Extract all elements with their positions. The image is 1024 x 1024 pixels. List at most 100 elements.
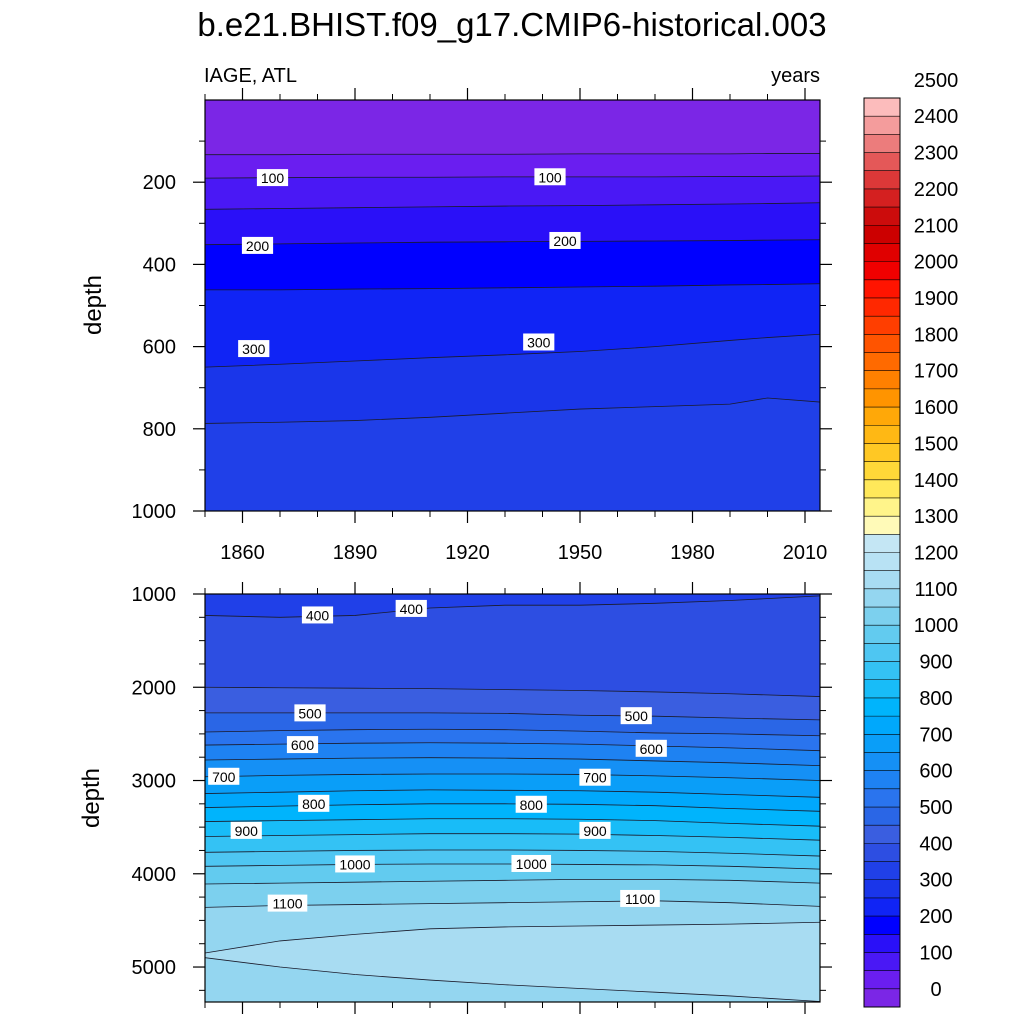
colorbar-swatch [864,188,900,208]
colorbar-swatch [864,916,900,935]
contour-label-text: 200 [246,238,270,254]
contour-label: 800 [298,794,330,812]
colorbar-swatch [864,716,900,735]
upper-ylabel: depth [80,275,107,335]
contour-label: 1100 [620,889,660,907]
contour-label-text: 400 [306,607,330,623]
colorbar-swatch [864,879,900,899]
contour-label-text: 500 [298,705,322,721]
colorbar-swatch [864,116,900,135]
contour-label: 600 [635,739,667,757]
colorbar-label: 2100 [914,215,959,237]
contour-label-text: 800 [302,796,326,812]
colorbar-label: 2500 [914,70,959,92]
colorbar-label: 900 [919,652,952,674]
colorbar-swatch [864,98,900,117]
colorbar-swatch [864,497,900,517]
colorbar-swatch [864,807,900,826]
colorbar-label: 300 [919,870,952,892]
contour-label: 300 [238,340,270,358]
contour-line-900 [205,833,820,841]
contour-label-text: 100 [261,170,285,186]
upper-depth-panel: 100 100 200 200 300 300 200 400 600 800 1000 1860 18… [132,88,832,564]
contour-label-text: 300 [527,334,551,350]
colorbar-label: 200 [919,906,952,928]
colorbar-swatch [864,825,900,844]
colorbar-label: 500 [919,797,952,819]
lower-ylabel: depth [78,768,105,828]
y-tick-label: 3000 [132,771,177,793]
contour-label-text: 1100 [272,896,302,912]
contour-line-750 [205,789,820,798]
units-label: years [771,65,820,87]
y-tick-label: 2000 [132,677,177,699]
colorbar-label: 1700 [914,361,959,383]
colorbar-swatch [864,897,900,917]
y-tick-label: 400 [143,254,176,276]
contour-label: 600 [286,736,319,754]
colorbar-swatch [864,934,900,953]
colorbar-swatch [864,370,900,390]
y-tick-label: 1000 [132,501,177,523]
axes: 200 400 600 800 1000 1860 1890 1920 1950 1980 2010 [132,88,832,564]
colorbar: 0 100 200 300 400 500 600 700 800 900 1000 1100 1200… [863,70,959,1008]
contour-line-850 [205,818,820,827]
contour-label-text: 600 [640,741,664,757]
contour-label-text: 800 [520,797,544,813]
colorbar-label: 1500 [914,433,959,455]
x-tick-label: 1980 [670,542,715,564]
contour-label-text: 700 [583,770,607,786]
contour-label: 400 [301,606,334,624]
x-tick-label: 1950 [558,542,603,564]
x-tick-label: 1920 [445,542,490,564]
colorbar-label: 0 [930,979,941,1001]
contour-label-text: 300 [242,341,266,357]
colorbar-swatch [864,661,900,681]
colorbar-swatch [864,134,900,153]
contour-line-1000 [205,863,820,870]
colorbar-swatch [864,516,900,535]
contour-label: 300 [523,333,555,351]
contour-label-text: 1100 [625,891,655,907]
colorbar-swatch [864,861,900,881]
colorbar-swatch [864,679,900,699]
colorbar-swatch [864,625,900,644]
contour-line-350 [205,397,820,424]
contour-label-text: 200 [553,233,577,249]
colorbar-swatch [864,425,900,444]
colorbar-swatch [864,534,900,553]
colorbar-label: 1200 [914,543,959,565]
contour-label-text: 100 [538,169,562,185]
colorbar-label: 100 [919,942,952,964]
contour-line-50 [205,153,820,156]
colorbar-swatch [864,407,900,426]
colorbar-swatch [864,734,900,753]
x-tick-label: 2010 [783,542,828,564]
colorbar-swatch [864,297,900,317]
contour-line-1050 [205,878,820,885]
y-tick-label: 600 [143,337,176,359]
contour-label: 1000 [335,855,375,873]
contour-line-150 [205,202,820,210]
contour-label: 700 [579,768,611,786]
colorbar-swatch [864,970,900,990]
colorbar-swatch [864,334,900,353]
colorbar-label: 2400 [914,106,959,128]
colorbar-label: 800 [919,688,952,710]
contour-label-text: 500 [625,708,649,724]
y-tick-label: 1000 [132,584,177,606]
contour-label: 900 [579,821,611,839]
contour-label-text: 900 [583,823,607,839]
x-tick-label: 1890 [333,542,378,564]
colorbar-label: 1100 [914,579,957,601]
contour-label: 200 [549,231,581,249]
contour-line-1200 [205,957,820,1002]
colorbar-label: 2300 [914,143,959,165]
contour-line-1150 [205,921,820,954]
colorbar-swatch [864,225,900,244]
colorbar-label: 400 [919,833,952,855]
colorbar-swatch [864,770,900,790]
contour-label: 500 [294,704,326,722]
plot-frame [204,593,821,1003]
colorbar-frame [863,97,901,1008]
